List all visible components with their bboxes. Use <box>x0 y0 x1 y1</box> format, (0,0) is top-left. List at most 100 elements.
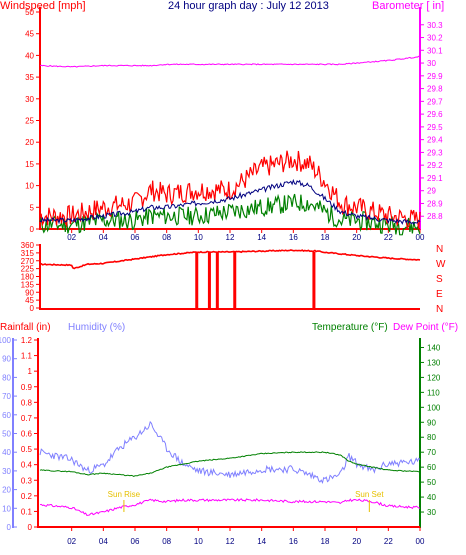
direction-tick-label: 225 <box>21 265 35 274</box>
temperature-tick-label: 50 <box>427 478 436 487</box>
barometer-tick-label: 29.4 <box>427 136 443 145</box>
panel3-x-ticks: 02 04 06 08 10 12 14 16 18 20 22 00 <box>67 527 425 546</box>
panel1-x-tick-label: 08 <box>162 233 171 242</box>
panel1-x-tick-label: 22 <box>384 233 393 242</box>
panel1-x-tick-label: 18 <box>321 233 330 242</box>
temperature-tick-label: 80 <box>427 433 436 442</box>
direction-drop-bar <box>215 252 219 308</box>
barometer-line <box>39 55 421 68</box>
windspeed-ticks: 0 5 10 15 20 25 30 35 40 45 50 <box>25 8 40 234</box>
humidity-tick-label: 60 <box>2 411 11 420</box>
panel3-x-tick-label: 10 <box>194 537 203 546</box>
windspeed-tick-label: 5 <box>30 203 35 212</box>
barometer-tick-label: 28.9 <box>427 199 443 208</box>
temperature-ticks: 30 40 50 60 70 80 90 100 110 120 130 140 <box>420 343 441 517</box>
temperature-tick-label: 70 <box>427 448 436 457</box>
windspeed-tick-label: 20 <box>25 138 34 147</box>
rainfall-tick-label: 0.8 <box>21 398 33 407</box>
panel1-x-tick-label: 10 <box>194 233 203 242</box>
compass-letter: E <box>436 289 443 300</box>
direction-tick-label: 45 <box>25 296 34 305</box>
rainfall-tick-label: 0.4 <box>21 461 33 470</box>
panel3-x-tick-label: 16 <box>289 537 298 546</box>
windspeed-tick-label: 45 <box>25 30 34 39</box>
windspeed-tick-label: 10 <box>25 182 34 191</box>
chart-title: 24 hour graph day : July 12 2013 <box>168 0 329 12</box>
direction-series <box>40 249 421 308</box>
panel1-x-tick-label: 16 <box>289 233 298 242</box>
panel3-x-tick-label: 14 <box>257 537 266 546</box>
rainfall-label: Rainfall (in) <box>0 322 51 333</box>
humidity-tick-label: 30 <box>2 467 11 476</box>
temperature-tick-label: 60 <box>427 463 436 472</box>
windspeed-tick-label: 40 <box>25 51 34 60</box>
dewpoint-line <box>39 498 421 517</box>
rainfall-tick-label: 1 <box>28 367 33 376</box>
direction-tick-label: 135 <box>21 280 35 289</box>
humidity-tick-label: 20 <box>2 486 11 495</box>
sun-annotation-label: Sun Rise <box>108 490 141 499</box>
windspeed-tick-label: 25 <box>25 117 34 126</box>
direction-tick-label: 315 <box>21 249 35 258</box>
barometer-tick-label: 28.8 <box>427 212 443 221</box>
sun-annotation-label: Sun Set <box>355 490 384 499</box>
barometer-tick-label: 30.1 <box>427 46 443 55</box>
windspeed-tick-label: 35 <box>25 73 34 82</box>
direction-drop-bar <box>312 252 316 308</box>
panel1-x-tick-label: 20 <box>352 233 361 242</box>
panel3-x-tick-label: 22 <box>384 537 393 546</box>
temperature-tick-label: 40 <box>427 493 436 502</box>
humidity-tick-label: 10 <box>2 504 11 513</box>
temperature-tick-label: 120 <box>427 373 441 382</box>
humidity-tick-label: 80 <box>2 373 11 382</box>
dewpoint-label: Dew Point (°F) <box>393 322 458 333</box>
panel3-x-tick-label: 04 <box>99 537 108 546</box>
panel3-x-tick-label: 20 <box>352 537 361 546</box>
temperature-tick-label: 100 <box>427 403 441 412</box>
panel1-x-tick-label: 04 <box>99 233 108 242</box>
humidity-tick-label: 100 <box>0 336 12 345</box>
humidity-ticks: 0 10 20 30 40 50 60 70 80 90 100 <box>0 336 17 532</box>
sun-annotations: Sun Rise Sun Set <box>108 490 384 512</box>
direction-tick-label: 270 <box>21 257 35 266</box>
rainfall-tick-label: 0.7 <box>21 414 33 423</box>
panel3-x-tick-label: 02 <box>67 537 76 546</box>
direction-tick-label: 90 <box>25 288 34 297</box>
temperature-label: Temperature (°F) <box>312 322 388 333</box>
panel3-x-tick-label: 12 <box>226 537 235 546</box>
windspeed-tick-label: 30 <box>25 95 34 104</box>
rainfall-tick-label: 0.6 <box>21 430 33 439</box>
panel1-x-ticks: 02 04 06 08 10 12 14 16 18 20 22 00 <box>67 229 425 242</box>
rainfall-tick-label: 0.5 <box>21 445 33 454</box>
panel1-x-tick-label: 12 <box>226 233 235 242</box>
barometer-tick-label: 29.2 <box>427 161 443 170</box>
barometer-ticks: 28.8 28.9 29 29.1 29.2 29.3 29.4 29.5 29.6 29.7 29… <box>420 21 443 221</box>
direction-drop-bar <box>207 252 211 308</box>
barometer-tick-label: 29.8 <box>427 85 443 94</box>
panel1-series <box>39 55 421 236</box>
rainfall-tick-label: 0.9 <box>21 383 33 392</box>
direction-drop-bar <box>233 252 237 308</box>
panel1-x-tick-label: 02 <box>67 233 76 242</box>
humidity-tick-label: 50 <box>2 430 11 439</box>
direction-tick-label: 360 <box>21 241 35 250</box>
barometer-tick-label: 29.6 <box>427 110 443 119</box>
rainfall-tick-label: 0.3 <box>21 476 33 485</box>
barometer-tick-label: 30.2 <box>427 34 443 43</box>
compass-letter: N <box>436 304 443 315</box>
wind-avg-line <box>39 178 421 225</box>
humidity-tick-label: 0 <box>7 523 12 532</box>
direction-drop-bar <box>195 252 199 308</box>
windspeed-tick-label: 15 <box>25 160 34 169</box>
windspeed-tick-label: 0 <box>30 225 35 234</box>
windspeed-tick-label: 50 <box>25 8 34 17</box>
rainfall-tick-label: 1.1 <box>21 352 33 361</box>
barometer-tick-label: 29.3 <box>427 148 443 157</box>
barometer-tick-label: 29.9 <box>427 72 443 81</box>
